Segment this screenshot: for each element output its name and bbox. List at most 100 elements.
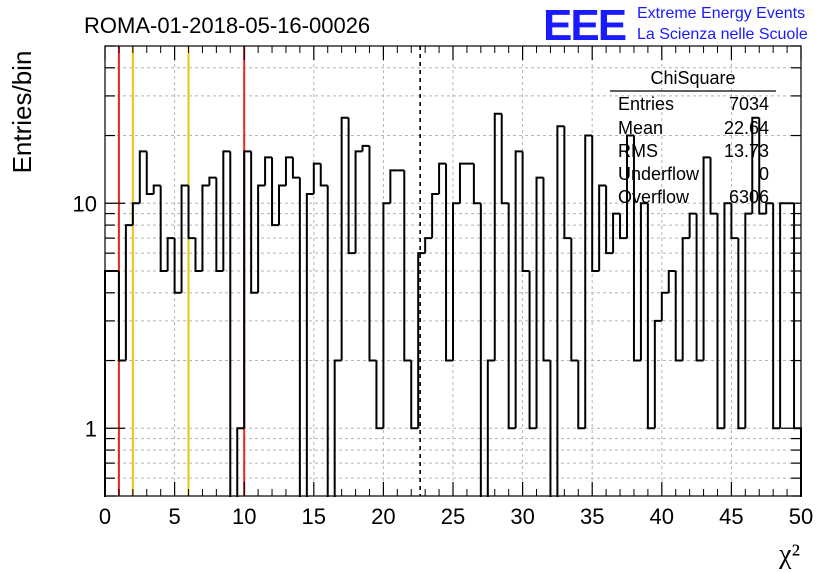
histogram-bin [695,213,704,362]
histogram-bin [236,427,245,502]
histogram-bin [368,145,377,362]
histogram-bin [646,203,655,430]
histogram-bin [619,213,627,240]
histogram-bin [180,184,189,293]
histogram-bin [361,144,370,152]
x-tick-label: 30 [510,504,534,529]
histogram-bin [591,135,600,272]
logo-line-1: Extreme Energy Events [637,5,805,22]
histogram-bin [772,203,781,430]
x-tick-label: 20 [371,504,395,529]
histogram-bin [403,170,412,362]
histogram-bin [312,162,321,194]
x-tick-label: 35 [580,504,604,529]
x-tick-label: 5 [168,504,180,529]
x-tick-label: 40 [650,504,674,529]
run-title: ROMA-01-2018-05-16-00026 [84,13,370,38]
histogram-bin [208,176,217,186]
histogram-bin [215,177,224,272]
stats-value-mean: 22.64 [724,118,769,138]
histogram-bin [584,134,593,429]
histogram-bin [278,184,286,226]
stats-label-mean: Mean [618,118,663,138]
histogram-bin [305,192,314,502]
x-tick-label: 10 [232,504,256,529]
histogram-bin [354,150,363,254]
histogram-bin [410,360,419,430]
stats-label-entries: Entries [618,94,674,114]
logo-mark: EEE [543,1,626,50]
stats-label-underflow: Underflow [618,164,700,184]
stats-value-overflow: 6306 [729,187,769,207]
histogram-bin [417,252,426,429]
histogram-bin [319,163,328,187]
histogram-bin [347,117,356,255]
histogram-bin [563,126,572,240]
histogram-bin [445,163,453,362]
histogram-bin [138,150,147,204]
histogram-bin [639,202,648,361]
axes: 0 5 10 15 20 25 30 35 40 45 50 1 10 [73,45,813,529]
histogram-bin [688,212,697,239]
histogram-bin [424,237,433,254]
histogram-bin [173,238,182,294]
histogram-bin [723,202,732,429]
histogram-bin [632,135,641,362]
histogram-bin [145,151,154,195]
histogram-bin [438,162,447,194]
stats-label-rms: RMS [618,141,658,161]
histogram-bin [493,112,502,361]
x-tick-label: 45 [719,504,743,529]
statistics-box: ChiSquare Entries 7034 Mean 22.64 RMS 13… [610,68,776,207]
histogram-bin [486,359,495,502]
x-tick-label: 15 [302,504,326,529]
histogram-bin [758,117,767,215]
histogram-bin [598,184,607,271]
histogram-bin [340,116,349,361]
histogram-bin [250,151,259,294]
stats-value-rms: 13.73 [724,141,769,161]
histogram-bin [528,271,537,430]
y-tick-label: 1 [85,416,97,441]
histogram-bin [626,134,634,239]
histogram-bin [389,169,398,204]
histogram-bin [117,271,126,362]
histogram-bin [166,237,175,271]
histogram-bin [472,163,481,205]
histogram-bin [660,291,669,321]
stats-title: ChiSquare [650,68,735,88]
histogram-bin [612,212,621,254]
logo-line-2: La Scienza nelle Scuole [637,26,808,43]
histogram-bin [194,238,203,272]
histogram-bin [765,202,774,214]
histogram-bin [605,185,614,255]
x-tick-label: 50 [789,504,813,529]
histogram-bin [793,203,802,502]
histogram-bin [131,202,140,226]
x-axis-title: χ² [778,539,800,570]
histogram-bin [284,156,293,186]
histogram-bin [159,185,168,272]
histogram-bin [535,176,544,429]
histogram-bin [549,360,558,503]
histogram-bin [556,125,565,502]
histogram-bin [222,150,231,271]
stats-label-overflow: Overflow [618,187,690,207]
plot-bottom-mask [103,497,803,507]
histogram-bin [291,157,300,179]
histogram-bin [229,151,238,503]
histogram-bin [653,319,662,429]
histogram-bin [716,213,725,430]
histogram-bin [124,224,133,361]
histogram-bin [201,184,210,271]
histogram-bin [507,203,516,430]
histogram-bin [333,359,342,502]
histogram-bin [264,156,273,186]
eee-logo: EEE Extreme Energy Events La Scienza nel… [543,1,808,50]
histogram-bin [751,116,760,214]
histogram-bin [779,202,788,429]
histogram-bin [500,113,509,205]
histogram-bin [271,157,279,227]
histogram-bin [702,156,711,361]
